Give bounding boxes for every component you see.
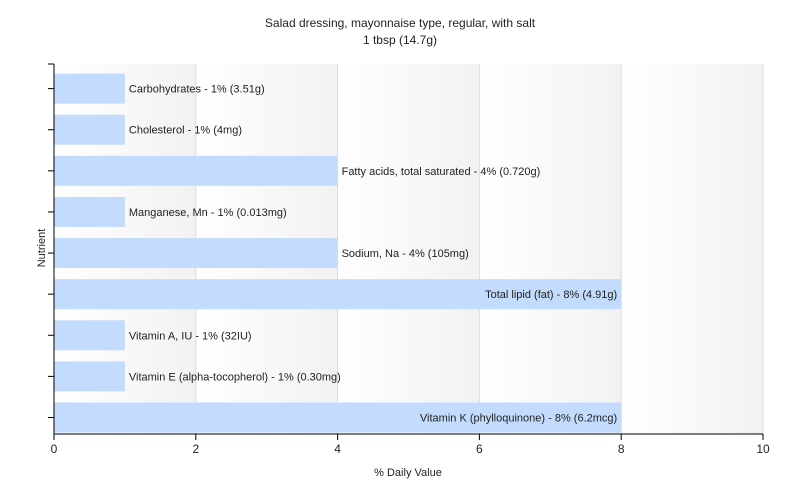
bar-label: Vitamin A, IU - 1% (32IU) bbox=[129, 330, 252, 342]
bar bbox=[54, 279, 622, 310]
bar bbox=[54, 238, 338, 269]
bar bbox=[54, 402, 622, 433]
x-tick-label: 8 bbox=[618, 442, 625, 456]
axes: 0 2 4 6 8 10 bbox=[48, 63, 770, 456]
bar-label: Cholesterol - 1% (4mg) bbox=[129, 125, 242, 137]
plot-band bbox=[621, 64, 763, 434]
x-tick-label: 0 bbox=[51, 442, 58, 456]
plot-band bbox=[337, 64, 480, 434]
bar-label: Vitamin K (phylloquinone) - 8% (6.2mcg) bbox=[420, 413, 617, 425]
x-axis-label: % Daily Value bbox=[374, 467, 442, 479]
x-tick-label: 6 bbox=[476, 442, 483, 456]
bar bbox=[54, 196, 125, 227]
bar-label: Fatty acids, total saturated - 4% (0.720… bbox=[342, 166, 541, 178]
x-tick-label: 10 bbox=[756, 442, 770, 456]
bar bbox=[54, 320, 125, 351]
plot-area bbox=[54, 64, 763, 434]
bar bbox=[54, 155, 338, 186]
plot-band bbox=[479, 64, 622, 434]
bar-label: Sodium, Na - 4% (105mg) bbox=[342, 248, 469, 260]
bar bbox=[54, 114, 125, 145]
x-tick-label: 2 bbox=[192, 442, 199, 456]
labels-group: Carbohydrates - 1% (3.51g) Cholesterol - … bbox=[129, 84, 617, 425]
bars-group bbox=[54, 73, 622, 433]
y-axis-label: Nutrient bbox=[36, 229, 48, 268]
bar bbox=[54, 361, 125, 392]
x-tick-label: 4 bbox=[334, 442, 341, 456]
bar-label: Carbohydrates - 1% (3.51g) bbox=[129, 84, 265, 96]
bar-label: Total lipid (fat) - 8% (4.91g) bbox=[485, 289, 617, 301]
bar-label: Manganese, Mn - 1% (0.013mg) bbox=[129, 207, 287, 219]
bar bbox=[54, 73, 125, 104]
bar-label: Vitamin E (alpha-tocopherol) - 1% (0.30m… bbox=[129, 371, 341, 383]
chart-title: Salad dressing, mayonnaise type, regular… bbox=[265, 16, 536, 30]
chart-subtitle: 1 tbsp (14.7g) bbox=[363, 33, 437, 47]
